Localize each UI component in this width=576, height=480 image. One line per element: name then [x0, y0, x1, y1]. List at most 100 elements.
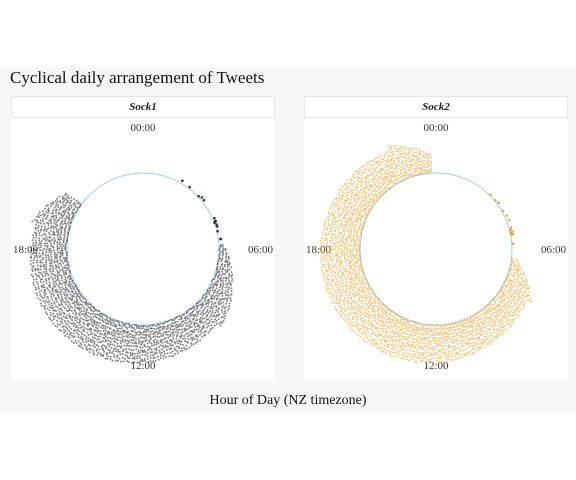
tweet-point	[88, 351, 91, 354]
tweet-point	[462, 344, 465, 347]
tweet-point	[338, 312, 341, 315]
tweet-point	[452, 348, 455, 351]
tweet-point	[60, 214, 63, 217]
tweet-point	[419, 152, 422, 155]
tweet-point	[373, 339, 376, 342]
tweet-point	[64, 296, 67, 299]
tweet-point	[418, 148, 420, 151]
tweet-point	[525, 298, 528, 301]
tweet-point	[371, 325, 374, 328]
tweet-point	[355, 216, 358, 219]
tweet-point	[351, 318, 354, 321]
tweet-point	[455, 325, 458, 328]
tweet-point	[138, 333, 140, 336]
tweet-point	[131, 354, 134, 356]
tweet-point	[479, 318, 482, 321]
tweet-point	[385, 159, 388, 162]
tweet-point	[514, 300, 517, 303]
tweet-point	[50, 220, 52, 223]
tweet-point	[45, 230, 48, 233]
tweet-point	[445, 324, 448, 327]
tweet-point	[518, 284, 521, 287]
tweet-point	[331, 252, 333, 255]
tweet-point	[325, 253, 328, 256]
tweet-point	[397, 150, 400, 153]
tweet-point	[87, 303, 90, 306]
tweet-point	[454, 338, 457, 341]
tweet-point	[110, 333, 113, 336]
tweet-point	[369, 172, 372, 175]
tweet-point	[511, 258, 514, 260]
tweet-point	[350, 229, 352, 232]
tweet-point	[30, 246, 32, 249]
tweet-point	[73, 300, 76, 303]
tweet-point	[174, 352, 177, 355]
tweet-point	[470, 324, 472, 327]
tweet-point	[488, 319, 491, 322]
tweet-point	[221, 290, 224, 293]
tweet-point	[83, 344, 86, 347]
tweet-point	[44, 218, 47, 220]
tweet-point	[118, 321, 120, 324]
tweet-point	[68, 329, 71, 332]
tweet-point	[99, 330, 102, 333]
tweet-point	[428, 342, 431, 344]
tweet-point	[59, 262, 62, 265]
tweet-point	[395, 319, 397, 322]
tweet-point	[413, 350, 416, 353]
tweet-point	[361, 170, 364, 173]
tweet-point	[427, 354, 430, 357]
tweet-point	[409, 326, 412, 329]
tweet-point	[51, 268, 54, 271]
tweet-point	[487, 311, 489, 314]
tweet-point	[449, 346, 452, 349]
tweet-point	[34, 269, 37, 272]
tweet-points	[319, 144, 533, 364]
tweet-point	[113, 319, 116, 322]
tweet-point	[392, 152, 395, 155]
tweet-point	[390, 186, 393, 189]
tweet-point	[63, 235, 66, 238]
tweet-point	[520, 297, 523, 300]
tweet-point	[358, 271, 361, 274]
tweet-point	[43, 215, 46, 217]
tweet-point	[228, 274, 231, 277]
tweet-point	[416, 160, 419, 163]
tweet-point	[221, 285, 224, 288]
tweet-point	[59, 288, 62, 291]
tweet-point	[400, 180, 403, 183]
tweet-point	[52, 209, 54, 212]
tweet-point	[365, 322, 368, 325]
tweet-point	[33, 249, 36, 252]
tweet-point	[497, 201, 501, 205]
tweet-point	[98, 338, 100, 341]
tweet-point	[342, 236, 345, 239]
tweet-point	[68, 204, 71, 207]
tweet-point	[217, 318, 220, 321]
tweet-point	[424, 345, 426, 347]
tweet-point	[194, 341, 197, 344]
tweet-point	[363, 295, 366, 298]
tweet-point	[37, 246, 40, 249]
tweet-point	[359, 215, 362, 218]
tweet-point	[360, 311, 363, 314]
tweet-point	[365, 296, 368, 299]
tweet-point	[442, 351, 445, 354]
tweet-point	[160, 335, 163, 337]
tweet-point	[352, 289, 355, 292]
tweet-point	[152, 333, 155, 336]
tweet-point	[56, 325, 59, 328]
tweet-point	[228, 286, 231, 289]
tweet-point	[377, 322, 380, 325]
tweet-point	[63, 331, 65, 334]
tweet-point	[50, 212, 53, 215]
tweet-point	[340, 236, 343, 239]
tweet-point	[381, 158, 384, 161]
tweet-point	[467, 322, 470, 325]
tweet-point	[359, 231, 362, 234]
tweet-point	[490, 322, 493, 325]
tweet-point	[338, 256, 341, 258]
tweet-point	[359, 202, 362, 205]
tweet-point	[137, 337, 140, 340]
tweet-point	[43, 291, 46, 294]
